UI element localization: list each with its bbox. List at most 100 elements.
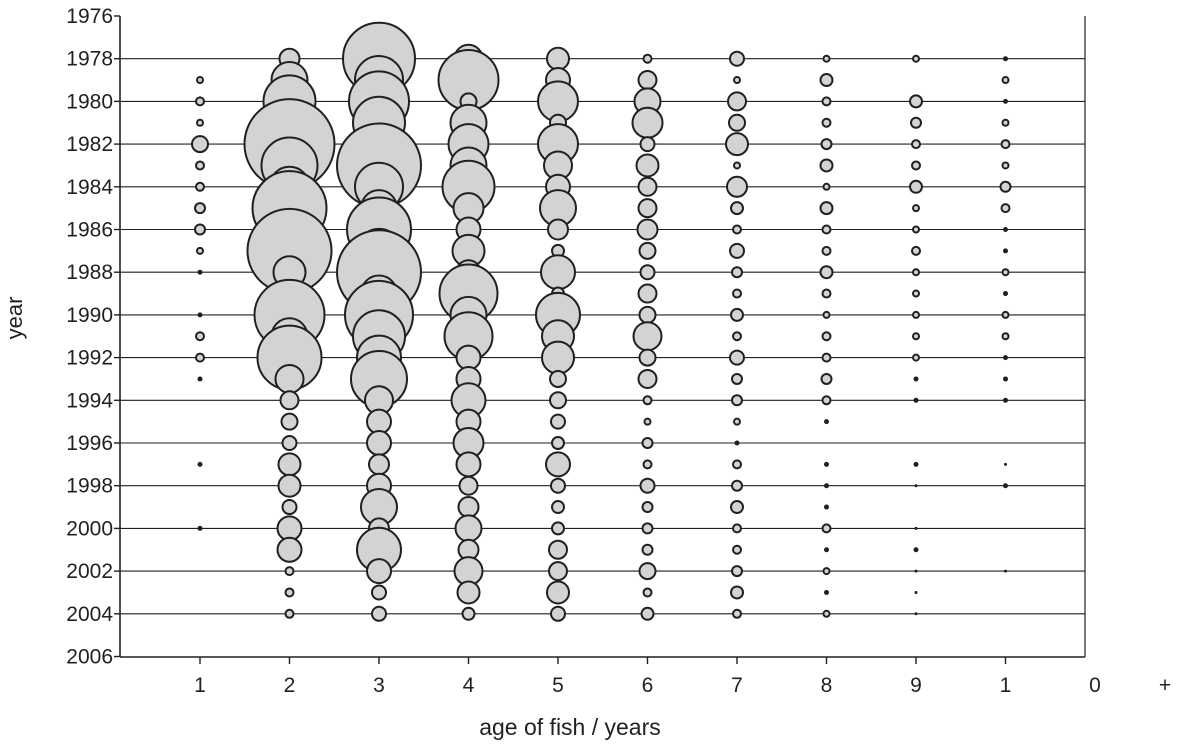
bubble-age-7-year-1993 — [731, 372, 743, 385]
bubble-age-6-year-1979 — [637, 70, 658, 91]
bubble-age-6-year-1996 — [641, 437, 654, 449]
x-tick-label: 2 — [284, 674, 296, 697]
bubble-age-6-year-1998 — [639, 477, 656, 494]
bubble-age-8-year-1990 — [822, 310, 831, 319]
bubble-age-9-year-1987 — [911, 245, 921, 256]
bubble-age-6-year-1991 — [632, 321, 663, 352]
bubble-age-7-year-1979 — [733, 76, 741, 85]
y-tick-label: 2004 — [66, 603, 113, 626]
bubble-age-2-year-1998 — [277, 473, 302, 498]
bubble-age-9-year-1982 — [911, 139, 921, 150]
bubble-age-3-year-2003 — [371, 584, 387, 601]
bubble-age-8-year-1984 — [822, 182, 831, 191]
bubble-age-6-year-2000 — [641, 522, 654, 535]
bubble-age-10+-year-1989 — [1003, 291, 1008, 297]
bubble-age-9-year-1981 — [910, 116, 922, 129]
bubble-age-7-year-1991 — [732, 331, 742, 342]
bubble-age-8-year-1981 — [821, 117, 832, 128]
axes — [119, 16, 1086, 658]
x-tick-label: 8 — [821, 674, 833, 697]
bubble-age-10+-year-1985 — [1000, 203, 1011, 214]
bubble-age-8-year-2004 — [822, 609, 831, 618]
bubble-age-10+-year-1986 — [1003, 227, 1008, 232]
bubble-age-9-year-1989 — [912, 289, 920, 298]
bubble-age-6-year-1995 — [643, 417, 652, 426]
bubble-age-8-year-1985 — [819, 201, 834, 216]
bubble-age-6-year-1997 — [642, 459, 653, 470]
bubble-age-7-year-1989 — [732, 288, 742, 299]
bubble-age-1-year-1992 — [195, 352, 205, 363]
bubble-age-1-year-2000 — [197, 525, 203, 531]
bubble-age-8-year-1989 — [821, 288, 832, 299]
bubble-age-9-year-1978 — [912, 54, 920, 63]
y-ticks: 1976 1978 1980 1982 1984 1986 1988 1990 1992 1994… — [66, 5, 120, 669]
y-tick-label: 2006 — [66, 646, 113, 669]
bubble-age-1-year-1983 — [195, 160, 205, 171]
bubble-age-6-year-1982 — [639, 136, 656, 153]
bubble-age-8-year-2001 — [824, 547, 829, 553]
bubble-age-6-year-1988 — [639, 264, 656, 281]
bubble-age-8-year-1986 — [821, 224, 832, 235]
bubble-age-10+-year-1992 — [1003, 355, 1008, 361]
bubble-age-4-year-2004 — [461, 606, 476, 621]
bubble-age-1-year-1979 — [196, 76, 204, 85]
bubble-age-2-year-2002 — [284, 566, 295, 577]
bubble-age-6-year-2001 — [641, 543, 654, 556]
bubble-age-7-year-2000 — [732, 523, 742, 534]
bubble-age-5-year-1999 — [551, 500, 565, 515]
bubble-age-5-year-2004 — [550, 605, 566, 622]
bubble-age-7-year-2004 — [732, 608, 742, 619]
bubble-age-5-year-1998 — [550, 477, 566, 494]
bubble-age-6-year-1978 — [642, 53, 653, 64]
bubble-age-10+-year-1978 — [1003, 56, 1008, 62]
bubble-age-10+-year-1987 — [1003, 248, 1008, 254]
bubble-age-4-year-2003 — [456, 580, 481, 605]
bubble-age-1-year-1990 — [197, 312, 203, 318]
bubble-age-7-year-1999 — [730, 500, 744, 515]
y-tick-label: 2002 — [66, 560, 113, 583]
bubble-age-8-year-2003 — [824, 589, 829, 595]
bubble-age-6-year-1989 — [637, 283, 658, 304]
bubble-age-6-year-1985 — [637, 198, 658, 219]
bubble-age-8-year-1993 — [820, 372, 833, 385]
bubble-age-10+-year-1993 — [1003, 376, 1008, 382]
bubble-age-9-year-2004 — [914, 612, 918, 616]
bubble-age-9-year-1988 — [912, 268, 920, 277]
bubble-age-10+-year-1981 — [1001, 118, 1010, 127]
bubble-age-2-year-1996 — [281, 435, 298, 451]
bubble-age-10+-year-1998 — [1003, 483, 1008, 489]
bubble-age-6-year-1993 — [637, 368, 658, 389]
bubble-age-2-year-1993 — [274, 363, 305, 394]
bubble-age-8-year-1983 — [819, 158, 834, 173]
bubble-age-6-year-2003 — [642, 587, 653, 598]
bubble-age-8-year-1994 — [821, 395, 832, 406]
bubble-age-10+-year-1979 — [1001, 76, 1010, 85]
bubble-age-6-year-1986 — [636, 218, 659, 241]
x-tick-label: 4 — [463, 674, 475, 697]
bubble-age-8-year-1997 — [824, 461, 829, 467]
bubble-age-5-year-1997 — [545, 451, 571, 478]
bubble-age-5-year-2000 — [551, 521, 565, 536]
bubble-age-8-year-1987 — [821, 245, 832, 256]
bubble-age-6-year-1987 — [638, 241, 657, 260]
bubble-age-6-year-1983 — [635, 153, 660, 178]
bubble-age-4-year-1998 — [458, 475, 479, 496]
bubble-age-9-year-1993 — [913, 376, 919, 382]
bubble-age-1-year-1988 — [197, 269, 203, 275]
y-tick-label: 1982 — [66, 133, 113, 156]
bubble-age-5-year-1994 — [549, 391, 567, 410]
bubble-age-10+-year-1997 — [1004, 462, 1007, 466]
bubble-age-6-year-1981 — [631, 106, 664, 139]
bubble-age-1-year-1986 — [194, 223, 206, 236]
x-tick-label: 3 — [373, 674, 385, 697]
bubble-age-7-year-1983 — [733, 161, 741, 170]
bubble-age-8-year-1982 — [820, 138, 833, 151]
bubble-age-2-year-1995 — [280, 412, 299, 431]
bubble-age-6-year-1994 — [642, 395, 653, 406]
bubble-age-8-year-2000 — [821, 523, 832, 534]
bubble-age-10+-year-1991 — [1001, 332, 1010, 341]
bubble-age-9-year-1980 — [909, 94, 923, 109]
bubble-age-8-year-1978 — [822, 54, 831, 63]
bubble-age-7-year-2003 — [730, 585, 744, 600]
